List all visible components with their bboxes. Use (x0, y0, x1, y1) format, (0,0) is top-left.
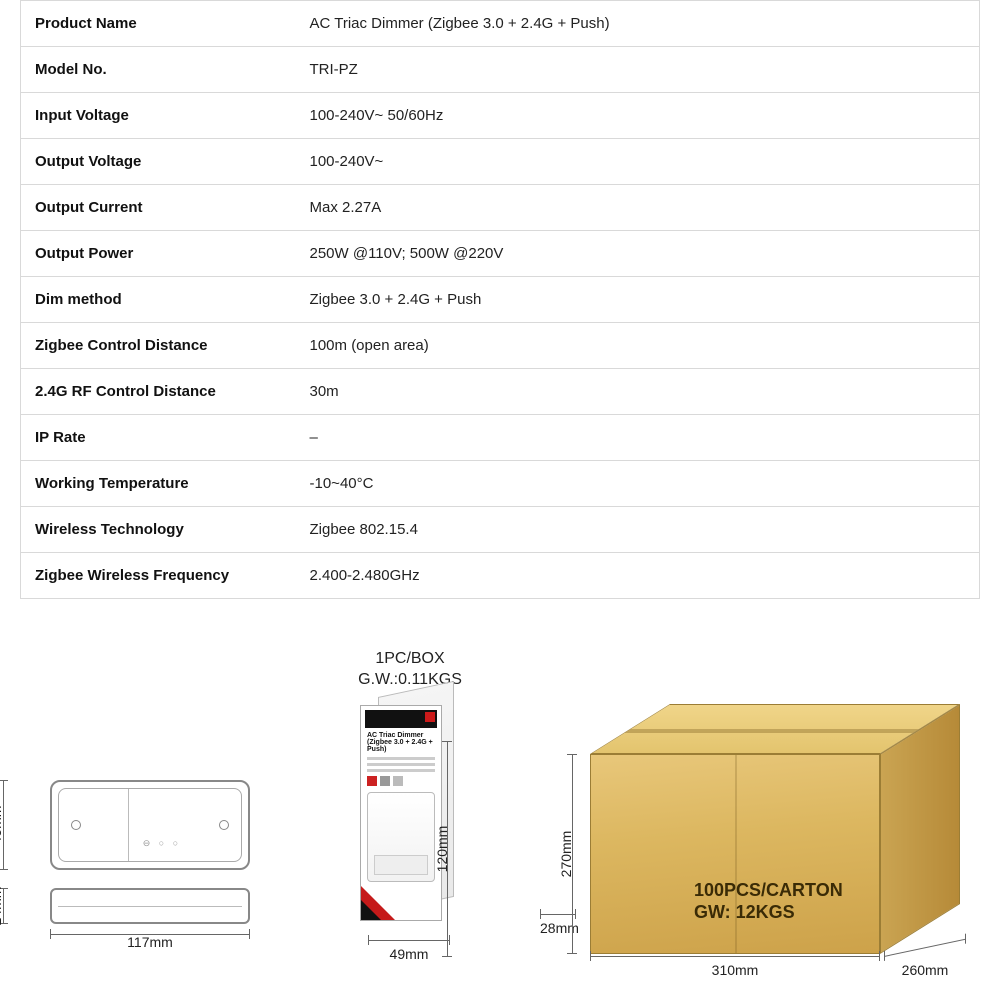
table-row: Input Voltage100-240V~ 50/60Hz (21, 93, 980, 139)
table-row: Wireless TechnologyZigbee 802.15.4 (21, 507, 980, 553)
spec-label: Zigbee Wireless Frequency (21, 553, 296, 599)
spec-value: 30m (296, 369, 980, 415)
dim-height: 45mm (0, 780, 16, 870)
package-header-1: 1PC/BOX (375, 650, 444, 667)
dim-carton-depth-text: 260mm (884, 962, 966, 978)
table-row: Dim methodZigbee 3.0 + 2.4G + Push (21, 277, 980, 323)
package-drawing: 1PC/BOX G.W.:0.11KGS AC Triac Dimmer (Zi… (295, 649, 525, 954)
diagrams-row: 45mm 24mm ⊖ ○ ○ 117mm 1PC/BOX G.W.:0.11K… (20, 649, 980, 954)
spec-label: Output Current (21, 185, 296, 231)
dim-pkg-height: 120mm (436, 741, 458, 957)
spec-label: Model No. (21, 47, 296, 93)
spec-label: Working Temperature (21, 461, 296, 507)
spec-table-body: Product NameAC Triac Dimmer (Zigbee 3.0 … (21, 1, 980, 599)
spec-value: -10~40°C (296, 461, 980, 507)
table-row: Working Temperature-10~40°C (21, 461, 980, 507)
device-drawing: 45mm 24mm ⊖ ○ ○ 117mm (20, 780, 270, 954)
dim-carton-height-text: 270mm (558, 830, 574, 877)
spec-label: Zigbee Control Distance (21, 323, 296, 369)
brand-bar (365, 710, 437, 728)
carton-line2: GW: 12KGS (694, 902, 795, 922)
spec-value: AC Triac Dimmer (Zigbee 3.0 + 2.4G + Pus… (296, 1, 980, 47)
spec-label: 2.4G RF Control Distance (21, 369, 296, 415)
table-row: Zigbee Control Distance100m (open area) (21, 323, 980, 369)
spec-value: 250W @110V; 500W @220V (296, 231, 980, 277)
spec-label: Dim method (21, 277, 296, 323)
dim-carton-height: 270mm (560, 754, 584, 954)
spec-value: – (296, 415, 980, 461)
table-row: Output Power250W @110V; 500W @220V (21, 231, 980, 277)
dim-carton-width-text: 310mm (590, 962, 880, 978)
table-row: Output CurrentMax 2.27A (21, 185, 980, 231)
table-row: IP Rate– (21, 415, 980, 461)
dim-carton-width: 310mm (590, 956, 880, 978)
spec-label: Product Name (21, 1, 296, 47)
table-row: Zigbee Wireless Frequency2.400-2.480GHz (21, 553, 980, 599)
spec-label: Wireless Technology (21, 507, 296, 553)
package-title: AC Triac Dimmer (Zigbee 3.0 + 2.4G + Pus… (367, 732, 435, 753)
spec-value: 100-240V~ 50/60Hz (296, 93, 980, 139)
spec-value: Max 2.27A (296, 185, 980, 231)
dim-thickness-text: 24mm (0, 886, 4, 925)
spec-label: Output Power (21, 231, 296, 277)
table-row: Model No.TRI-PZ (21, 47, 980, 93)
spec-label: IP Rate (21, 415, 296, 461)
dim-pkg-width-text: 49mm (368, 946, 450, 962)
device-side-view (50, 888, 250, 924)
spec-value: 100-240V~ (296, 139, 980, 185)
table-row: Output Voltage100-240V~ (21, 139, 980, 185)
carton-drawing: 270mm 100PCS/CARTON GW: 12KGS 310mm 260m… (550, 704, 980, 954)
dim-pkg-height-text: 120mm (434, 825, 450, 872)
spec-value: Zigbee 802.15.4 (296, 507, 980, 553)
spec-value: 100m (open area) (296, 323, 980, 369)
carton-line1: 100PCS/CARTON (694, 880, 843, 900)
spec-value: Zigbee 3.0 + 2.4G + Push (296, 277, 980, 323)
spec-value: TRI-PZ (296, 47, 980, 93)
dim-thickness: 24mm (0, 888, 16, 924)
carton-box: 100PCS/CARTON GW: 12KGS (590, 704, 970, 954)
table-row: Product NameAC Triac Dimmer (Zigbee 3.0 … (21, 1, 980, 47)
spec-table: Product NameAC Triac Dimmer (Zigbee 3.0 … (20, 0, 980, 599)
dim-length-text: 117mm (50, 934, 250, 950)
device-top-view: ⊖ ○ ○ (50, 780, 250, 870)
dim-height-text: 45mm (0, 805, 4, 844)
spec-label: Output Voltage (21, 139, 296, 185)
dim-pkg-width: 49mm (368, 940, 450, 958)
table-row: 2.4G RF Control Distance30m (21, 369, 980, 415)
dim-carton-depth: 260mm (884, 956, 966, 978)
spec-label: Input Voltage (21, 93, 296, 139)
dim-length: 117mm (50, 934, 250, 954)
spec-value: 2.400-2.480GHz (296, 553, 980, 599)
